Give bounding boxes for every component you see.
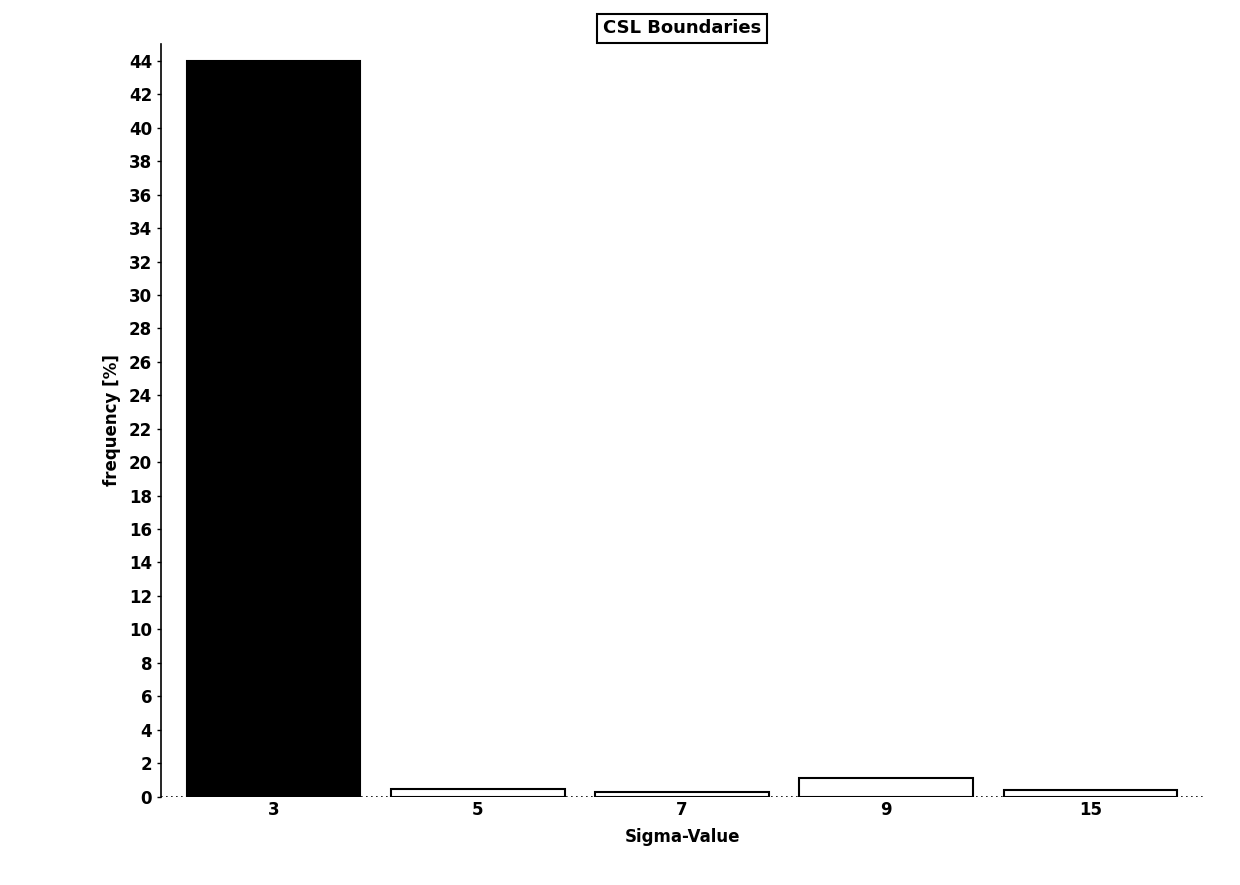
Y-axis label: frequency [%]: frequency [%] xyxy=(103,354,120,487)
Bar xyxy=(391,789,564,796)
Bar xyxy=(800,778,973,796)
Bar xyxy=(595,792,769,796)
Title: CSL Boundaries: CSL Boundaries xyxy=(603,19,761,37)
X-axis label: Sigma-Value: Sigma-Value xyxy=(624,827,740,846)
Bar xyxy=(1003,790,1177,797)
Bar xyxy=(187,61,361,796)
